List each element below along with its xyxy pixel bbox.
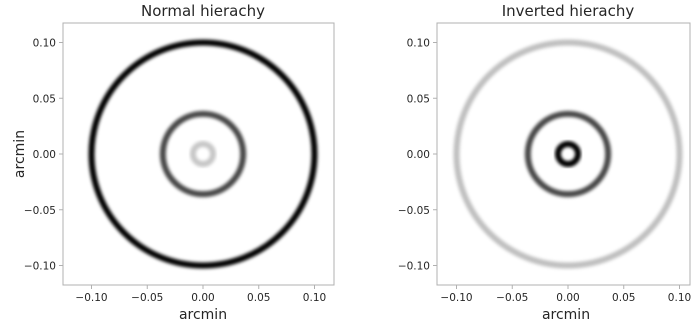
left-chart-title: Normal hierachy: [141, 2, 265, 20]
x-tick-label: −0.10: [75, 292, 107, 304]
left-axes-frame: [62, 22, 335, 286]
y-tick-label: 0.05: [33, 93, 56, 105]
right-x-ticks: −0.10 −0.05 0.00 0.05 0.10: [440, 285, 691, 304]
y-tick-label: 0.00: [33, 149, 56, 161]
y-tick-label: −0.05: [24, 205, 56, 217]
y-tick-label: −0.05: [398, 205, 430, 217]
y-tick-label: 0.10: [407, 38, 430, 50]
x-tick-label: −0.05: [496, 292, 528, 304]
ring-2: [524, 110, 612, 198]
normal-hierarchy-panel: Normal hierachy −0.10 −0.05 0.00 0.05 0.10 0…: [12, 2, 335, 323]
right-chart-title: Inverted hierachy: [502, 2, 635, 20]
x-tick-label: 0.05: [612, 292, 635, 304]
x-tick-label: −0.05: [131, 292, 163, 304]
inverted-hierarchy-panel: Inverted hierachy −0.10 −0.05 0.00 0.05 0.10…: [398, 2, 691, 323]
x-tick-label: 0.00: [556, 292, 579, 304]
right-y-ticks: 0.10 0.05 0.00 −0.05 −0.10: [398, 38, 437, 273]
x-tick-label: 0.05: [247, 292, 270, 304]
ring-2: [159, 110, 247, 198]
y-tick-label: −0.10: [398, 261, 430, 273]
x-tick-label: −0.10: [440, 292, 472, 304]
ring-1: [453, 39, 683, 269]
x-tick-label: 0.10: [303, 292, 326, 304]
y-tick-label: 0.05: [407, 93, 430, 105]
left-y-axis-label: arcmin: [12, 130, 28, 178]
y-tick-label: 0.10: [33, 38, 56, 50]
y-tick-label: −0.10: [24, 261, 56, 273]
ring-1: [88, 39, 318, 269]
left-y-ticks: 0.10 0.05 0.00 −0.05 −0.10: [24, 38, 63, 273]
right-x-axis-label: arcmin: [542, 307, 590, 323]
x-tick-label: 0.00: [191, 292, 214, 304]
left-x-ticks: −0.10 −0.05 0.00 0.05 0.10: [75, 285, 326, 304]
ring-3: [189, 140, 217, 168]
left-x-axis-label: arcmin: [179, 307, 227, 323]
left-plot-area: [88, 39, 318, 269]
x-tick-label: 0.10: [668, 292, 691, 304]
ring-3: [554, 140, 582, 168]
y-tick-label: 0.00: [407, 149, 430, 161]
right-plot-area: [453, 39, 683, 269]
right-axes-frame: [436, 22, 691, 286]
